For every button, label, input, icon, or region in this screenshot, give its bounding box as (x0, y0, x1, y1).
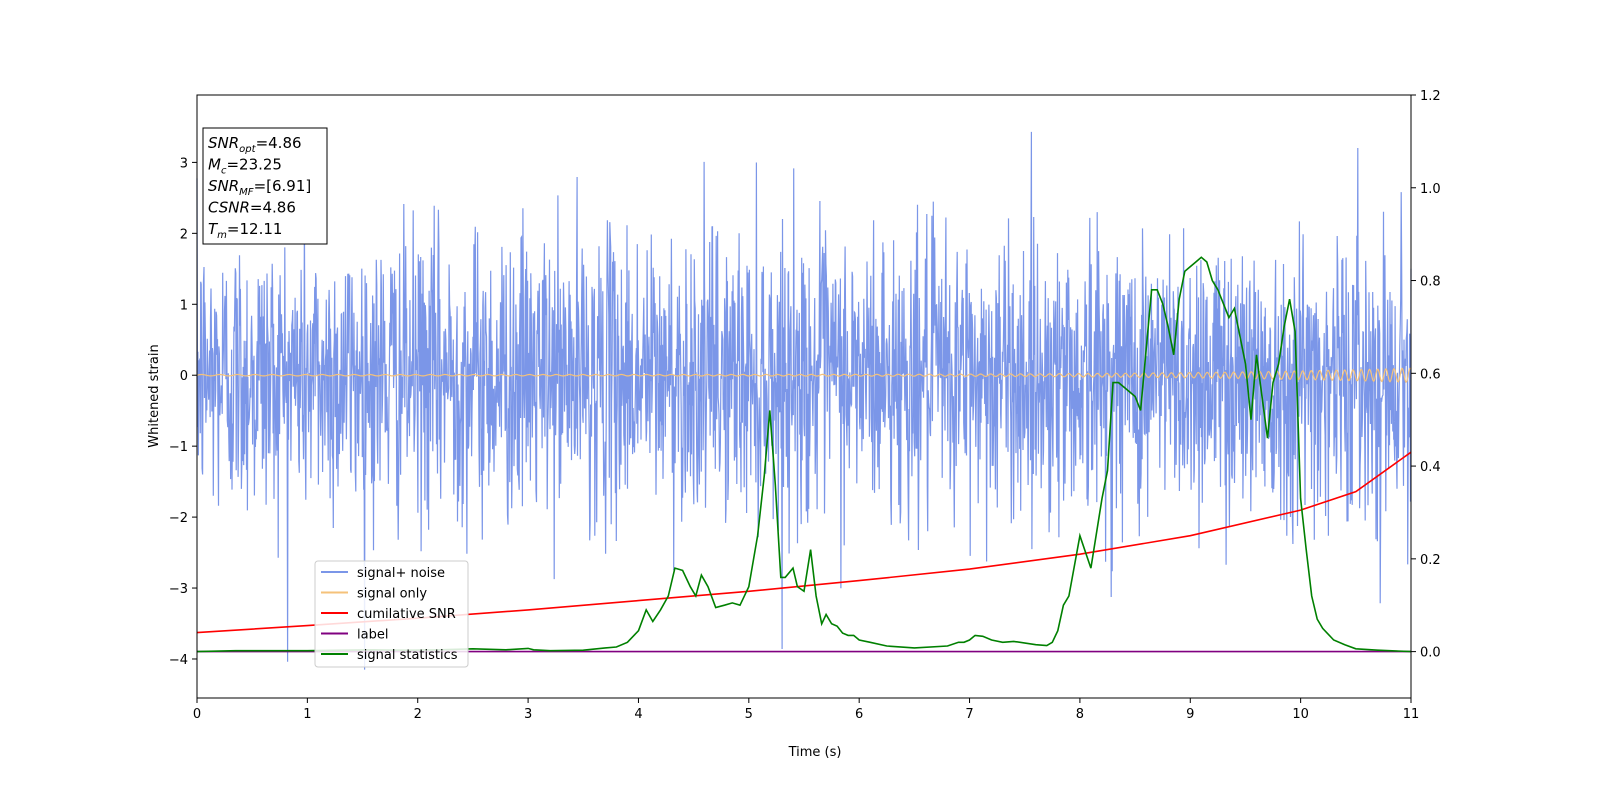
y-tick-label: 0 (180, 369, 188, 384)
x-tick-label: 7 (965, 707, 973, 722)
legend-label: signal+ noise (357, 566, 445, 581)
y-axis-label: Whitened strain (147, 344, 162, 447)
x-tick-label: 8 (1076, 707, 1084, 722)
annotation-box: SNRopt=4.86Mc=23.25SNRMF=[6.91]CSNR=4.86… (202, 127, 328, 245)
y2-tick-label: 1.0 (1420, 182, 1441, 197)
x-tick-label: 3 (524, 707, 532, 722)
annotation-line: SNRopt=4.86 (208, 134, 302, 155)
x-tick-label: 1 (303, 707, 311, 722)
y-tick-label: 3 (180, 156, 188, 171)
y-tick-label: 1 (180, 298, 188, 313)
series-line (196, 256, 1412, 653)
y2-tick-label: 0.6 (1420, 367, 1441, 382)
legend-label: cumilative SNR (357, 607, 456, 622)
y2-tick-label: 0.4 (1420, 460, 1441, 475)
x-tick-label: 4 (634, 707, 642, 722)
y2-tick-label: 0.2 (1420, 553, 1441, 568)
series-signal-noise (196, 131, 1412, 670)
y2-tick-label: 0.0 (1420, 646, 1441, 661)
x-tick-label: 9 (1186, 707, 1194, 722)
annotation-line: SNRMF=[6.91] (208, 177, 311, 198)
chirp-trace (196, 367, 1412, 383)
noise-trace (196, 131, 1412, 670)
y2-tick-label: 1.2 (1420, 89, 1441, 104)
legend-frame (314, 560, 469, 668)
series-signal-statistics (196, 256, 1412, 653)
legend-label: signal only (357, 587, 427, 602)
y-tick-label: 2 (180, 227, 188, 242)
annotation-line: Tm=12.11 (208, 220, 282, 241)
y-tick-label: −1 (169, 440, 188, 455)
y-tick-label: −2 (169, 511, 188, 526)
x-tick-label: 6 (855, 707, 863, 722)
legend-label: label (357, 628, 388, 643)
y-tick-label: −3 (169, 582, 188, 597)
x-tick-label: 0 (193, 707, 201, 722)
x-tick-label: 5 (745, 707, 753, 722)
y-tick-label: −4 (169, 653, 188, 668)
axes: 0 1 2 3 4 5 6 7 8 9 10 11 −4 −3 −2 −1 0 1 2 3 0.0 0.2 0.4 0.6 0.… (169, 89, 1441, 722)
annotation-line: Mc=23.25 (208, 156, 282, 177)
legend: signal+ noise signal only cumilative SNR la… (314, 560, 469, 668)
annotation-frame (202, 127, 328, 245)
x-tick-label: 10 (1292, 707, 1309, 722)
x-axis-label: Time (s) (788, 745, 842, 760)
plot-frame (196, 94, 1412, 699)
legend-label: signal statistics (357, 648, 458, 663)
x-tick-label: 11 (1403, 707, 1420, 722)
annotation-line: CSNR=4.86 (208, 199, 296, 217)
y2-tick-label: 0.8 (1420, 275, 1441, 290)
x-tick-label: 2 (414, 707, 422, 722)
series-signal-only (196, 367, 1412, 383)
